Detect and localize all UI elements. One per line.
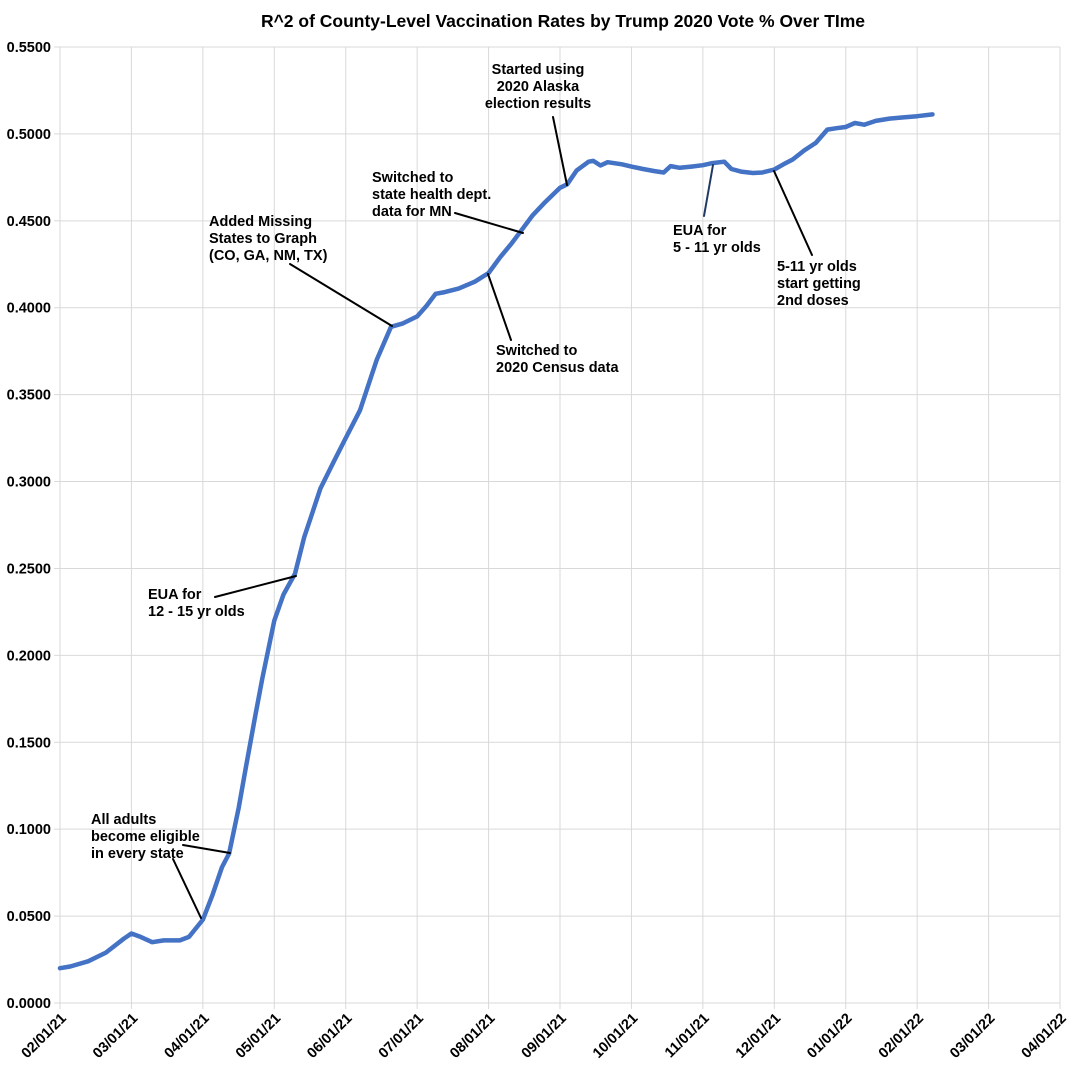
y-tick-label: 0.4500 (7, 214, 51, 230)
annotation-leader-alaska-results (552, 116, 568, 186)
annotation-leader-second-doses-5-11 (773, 170, 813, 256)
annotation-added-missing-states: Added Missing States to Graph (CO, GA, NM,… (209, 214, 328, 264)
x-tick-label: 08/01/21 (447, 1011, 498, 1062)
annotation-mn-health-dept: Switched to state health dept. data for MN (372, 170, 491, 220)
y-tick-label: 0.5500 (7, 40, 51, 56)
annotation-leader-added-missing-states (289, 263, 393, 327)
y-tick-label: 0.4000 (7, 301, 51, 317)
x-tick-label: 03/01/21 (90, 1011, 141, 1062)
grid-layer (54, 46, 1061, 1009)
x-tick-label: 04/01/21 (161, 1011, 212, 1062)
y-tick-label: 0.2500 (7, 561, 51, 577)
x-tick-label: 02/01/21 (19, 1011, 70, 1062)
x-tick-label: 12/01/21 (733, 1011, 784, 1062)
y-tick-label: 0.0000 (7, 996, 51, 1012)
annotation-eua-12-15: EUA for 12 - 15 yr olds (148, 587, 245, 620)
y-tick-label: 0.3500 (7, 388, 51, 404)
annotation-layer: All adults become eligible in every state E… (91, 62, 861, 919)
annotation-leader-eua-12-15 (214, 575, 297, 598)
chart-title: R^2 of County-Level Vaccination Rates by… (261, 11, 865, 31)
x-tick-label: 09/01/21 (519, 1011, 570, 1062)
y-tick-label: 0.1500 (7, 735, 51, 751)
y-tick-label: 0.0500 (7, 909, 51, 925)
series-layer (57, 112, 935, 971)
x-tick-label: 04/01/22 (1019, 1011, 1070, 1062)
annotation-leader-all-adults-eligible (172, 858, 202, 919)
y-tick-label: 0.5000 (7, 127, 51, 143)
y-tick-label: 0.2000 (7, 648, 51, 664)
x-tick-label: 11/01/21 (662, 1011, 713, 1062)
annotation-leader-mn-health-dept (454, 212, 524, 234)
x-tick-label: 02/01/22 (876, 1011, 927, 1062)
axis-layer: 0.0000 0.0500 0.1000 0.1500 0.2000 0.2500 0.30… (7, 40, 1070, 1062)
annotation-leader-census-2020 (487, 273, 512, 341)
x-tick-label: 06/01/21 (304, 1011, 355, 1062)
annotation-second-doses-5-11: 5-11 yr olds start getting 2nd doses (777, 259, 861, 309)
y-tick-label: 0.1000 (7, 822, 51, 838)
annotation-eua-5-11: EUA for 5 - 11 yr olds (673, 223, 761, 256)
x-tick-label: 05/01/21 (233, 1011, 284, 1062)
annotation-all-adults-eligible: All adults become eligible in every state (91, 812, 200, 862)
annotation-alaska-results: Started using 2020 Alaska election results (485, 62, 591, 112)
annotation-leader-eua-5-11 (703, 164, 714, 217)
annotation-census-2020: Switched to 2020 Census data (496, 343, 619, 376)
r2-line-series (57, 112, 935, 971)
x-tick-label: 03/01/22 (947, 1011, 998, 1062)
x-tick-label: 07/01/21 (376, 1011, 427, 1062)
annotation-leader-all-adults-eligible (182, 844, 231, 854)
x-tick-label: 01/01/22 (804, 1011, 855, 1062)
y-tick-label: 0.3000 (7, 475, 51, 491)
x-tick-label: 10/01/21 (590, 1011, 641, 1062)
